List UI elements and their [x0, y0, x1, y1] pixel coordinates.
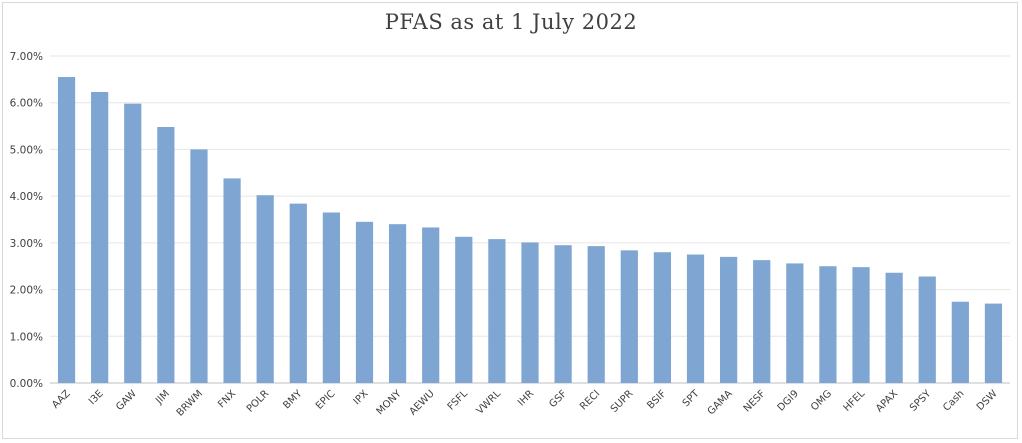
- x-tick-label: GAMA: [706, 388, 735, 417]
- bar-spsy: [919, 276, 936, 383]
- y-tick-label: 3.00%: [10, 238, 43, 250]
- bar-brwm: [190, 149, 207, 383]
- x-tick-label: HFEL: [842, 388, 868, 414]
- bar-i3e: [91, 92, 108, 383]
- x-tick-label: NESF: [742, 388, 768, 414]
- bar-gama: [720, 257, 737, 383]
- x-tick-label: APAX: [874, 388, 900, 414]
- y-tick-label: 7.00%: [10, 51, 43, 63]
- x-tick-label: DGI9: [776, 388, 801, 413]
- bar-fsfl: [455, 237, 472, 383]
- y-tick-label: 6.00%: [10, 98, 43, 110]
- bar-mony: [389, 224, 406, 383]
- x-tick-label: DSW: [975, 388, 1000, 413]
- x-tick-label: IPX: [352, 388, 371, 407]
- bar-dsw: [985, 304, 1002, 383]
- x-tick-label: GAW: [114, 388, 139, 413]
- y-tick-label: 0.00%: [10, 378, 43, 390]
- x-tick-label: BRWM: [175, 388, 205, 418]
- bars: [58, 77, 1002, 383]
- bar-omg: [819, 266, 836, 383]
- bar-nesf: [753, 260, 770, 383]
- x-tick-label: VWRL: [475, 388, 504, 417]
- x-tick-label: AEWU: [408, 388, 437, 417]
- x-tick-label: MONY: [375, 388, 405, 418]
- bar-vwrl: [488, 239, 505, 383]
- bar-gsf: [554, 245, 571, 383]
- bar-bmy: [290, 204, 307, 383]
- x-tick-label: IHR: [516, 388, 536, 408]
- bar-hfel: [852, 267, 869, 383]
- x-tick-label: Cash: [941, 388, 966, 413]
- y-tick-label: 1.00%: [10, 331, 43, 343]
- y-tick-label: 5.00%: [10, 144, 43, 156]
- bar-reci: [588, 246, 605, 383]
- x-tick-label: JIM: [153, 388, 172, 407]
- x-tick-label: BSIF: [645, 388, 668, 411]
- x-tick-label: SUPR: [609, 388, 636, 415]
- x-tick-label: RECI: [578, 388, 602, 412]
- x-tick-label: POLR: [245, 388, 271, 414]
- bar-aaz: [58, 77, 75, 383]
- bar-fnx: [223, 178, 240, 383]
- x-tick-label: BMY: [281, 388, 305, 412]
- x-axis-category-labels: AAZ I3E GAW JIM BRWM FNX POLR BMY EPIC IPX MONY AEW…: [50, 388, 999, 419]
- x-tick-label: EPIC: [314, 388, 338, 412]
- x-tick-label: OMG: [809, 388, 834, 413]
- bar-supr: [621, 250, 638, 383]
- bar-jim: [157, 127, 174, 383]
- x-tick-label: SPT: [681, 388, 702, 409]
- y-tick-label: 2.00%: [10, 285, 43, 297]
- x-tick-label: FNX: [216, 388, 238, 410]
- bar-bsif: [654, 252, 671, 383]
- bar-dgi9: [786, 263, 803, 383]
- bar-epic: [323, 212, 340, 383]
- x-tick-label: AAZ: [50, 388, 73, 411]
- bar-ihr: [521, 242, 538, 383]
- bar-apax: [886, 273, 903, 383]
- bar-cash: [952, 302, 969, 383]
- x-tick-label: SPSY: [908, 388, 934, 414]
- bar-ipx: [356, 222, 373, 383]
- bar-gaw: [124, 104, 141, 383]
- x-tick-label: GSF: [547, 388, 569, 410]
- y-axis-tick-labels: 0.00% 1.00% 2.00% 3.00% 4.00% 5.00% 6.00% 7.00%: [10, 51, 43, 390]
- x-tick-label: I3E: [87, 388, 106, 407]
- bar-polr: [257, 195, 274, 383]
- x-tick-label: FSFL: [446, 388, 471, 413]
- bar-spt: [687, 255, 704, 383]
- bar-aewu: [422, 227, 439, 383]
- y-tick-label: 4.00%: [10, 191, 43, 203]
